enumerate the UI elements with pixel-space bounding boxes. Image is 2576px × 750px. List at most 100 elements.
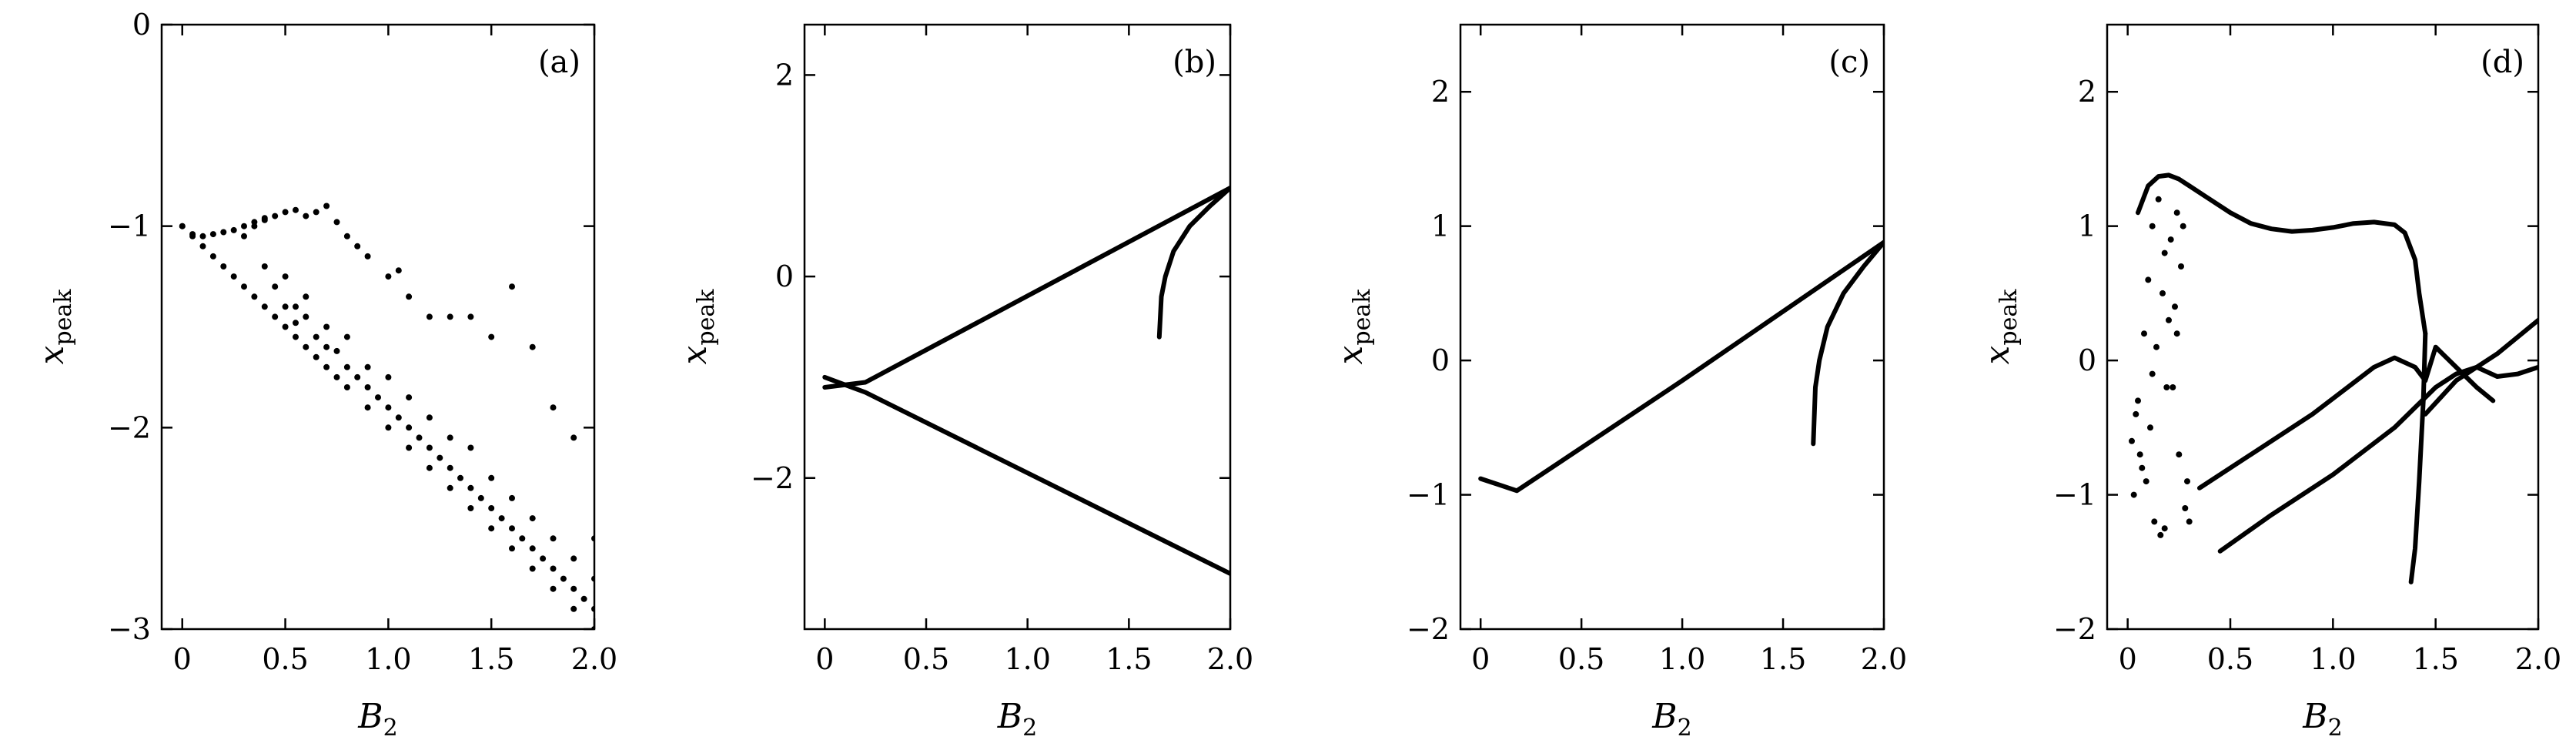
data-point	[385, 273, 392, 280]
data-point	[2141, 330, 2147, 337]
data-point	[313, 333, 319, 340]
data-point	[2149, 370, 2156, 377]
data-point	[2153, 343, 2159, 350]
plot-area	[2129, 172, 2538, 584]
data-point	[272, 213, 279, 219]
series-line	[2136, 172, 2428, 336]
series-line	[2423, 317, 2538, 417]
data-point	[199, 233, 206, 239]
data-point	[2155, 196, 2162, 203]
data-point	[395, 414, 402, 421]
x-tick-label: 0.5	[2207, 642, 2253, 676]
data-point	[2136, 451, 2143, 458]
y-tick-label: −1	[1407, 478, 1450, 512]
data-point	[2176, 451, 2183, 458]
data-point	[395, 267, 402, 274]
y-tick-label: −2	[108, 410, 151, 444]
data-point	[447, 434, 453, 441]
x-axis-label: B2	[357, 697, 397, 742]
data-point	[457, 474, 463, 481]
data-point	[509, 525, 515, 532]
data-point	[323, 323, 330, 330]
data-point	[529, 545, 536, 552]
x-axis-label: B2	[2302, 697, 2342, 742]
data-point	[282, 323, 289, 330]
x-tick-label: 2.0	[1861, 642, 1907, 676]
x-tick-label: 1.0	[2310, 642, 2356, 676]
data-point	[2172, 303, 2178, 310]
x-tick-label: 0.5	[262, 642, 308, 676]
data-point	[354, 373, 361, 380]
data-point	[220, 263, 227, 270]
data-point	[580, 595, 587, 602]
data-point	[488, 505, 495, 511]
data-point	[467, 444, 474, 451]
data-point	[550, 404, 557, 411]
x-tick-label: 2.0	[2515, 642, 2561, 676]
data-point	[406, 394, 413, 401]
data-point	[313, 353, 319, 360]
data-point	[2170, 384, 2176, 390]
data-point	[509, 494, 515, 501]
series-line	[822, 374, 1230, 576]
data-point	[416, 434, 423, 441]
data-point	[333, 219, 340, 226]
data-point	[406, 293, 413, 300]
data-point	[529, 343, 536, 350]
data-point	[426, 313, 433, 320]
data-point	[2173, 209, 2180, 216]
data-point	[2173, 330, 2180, 337]
data-point	[467, 313, 474, 320]
y-tick-label: −2	[1407, 612, 1450, 646]
y-tick-label: −1	[108, 209, 151, 243]
x-tick-label: 1.0	[1659, 642, 1705, 676]
data-point	[2143, 478, 2149, 485]
y-tick-label: −2	[2053, 612, 2096, 646]
x-tick-label: 0.5	[1558, 642, 1604, 676]
data-point	[519, 535, 526, 542]
data-point	[570, 555, 577, 562]
data-point	[447, 484, 453, 491]
data-point	[447, 313, 453, 320]
y-tick-label: −3	[108, 612, 151, 646]
data-point	[179, 223, 186, 229]
data-point	[550, 585, 557, 592]
y-tick-label: 2	[775, 58, 794, 92]
data-point	[293, 333, 299, 340]
data-point	[230, 226, 237, 233]
data-point	[343, 333, 350, 340]
panel-label: (b)	[1173, 45, 1216, 80]
data-point	[272, 283, 279, 290]
data-point	[529, 515, 536, 522]
data-point	[2180, 223, 2186, 229]
data-point	[2166, 316, 2172, 323]
x-tick-label: 0	[1471, 642, 1490, 676]
data-point	[2163, 384, 2170, 390]
data-point	[323, 343, 330, 350]
series-line	[1478, 239, 1884, 494]
data-point	[406, 444, 413, 451]
data-point	[550, 535, 557, 542]
data-point	[199, 243, 206, 249]
data-point	[2147, 424, 2153, 431]
data-point	[241, 223, 247, 229]
data-point	[282, 303, 289, 310]
data-point	[282, 209, 289, 216]
data-point	[467, 484, 474, 491]
data-point	[385, 424, 392, 431]
axes-frame	[1459, 23, 1885, 631]
y-tick-label: 2	[2078, 75, 2096, 109]
data-point	[2145, 276, 2152, 283]
data-point	[2139, 464, 2146, 471]
panel-c: 0 0.5 1.0 1.5 2.0 −2 −1 0 1 2 (c) B2 xpeak	[1331, 23, 1907, 742]
data-point	[509, 545, 515, 552]
data-point	[477, 494, 484, 501]
data-point	[560, 575, 567, 582]
data-point	[364, 253, 371, 259]
panel-b: 0 0.5 1.0 1.5 2.0 −2 0 2 (b) B2 xpeak	[675, 23, 1253, 742]
data-point	[323, 203, 330, 209]
data-point	[570, 585, 577, 592]
series-line	[2217, 364, 2538, 554]
y-tick-label: 0	[2078, 343, 2096, 377]
x-tick-label: 1.0	[1004, 642, 1050, 676]
